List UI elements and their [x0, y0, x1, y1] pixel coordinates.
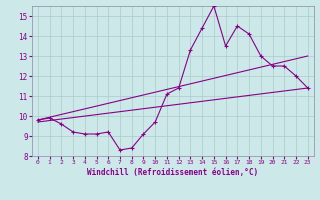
X-axis label: Windchill (Refroidissement éolien,°C): Windchill (Refroidissement éolien,°C) — [87, 168, 258, 177]
